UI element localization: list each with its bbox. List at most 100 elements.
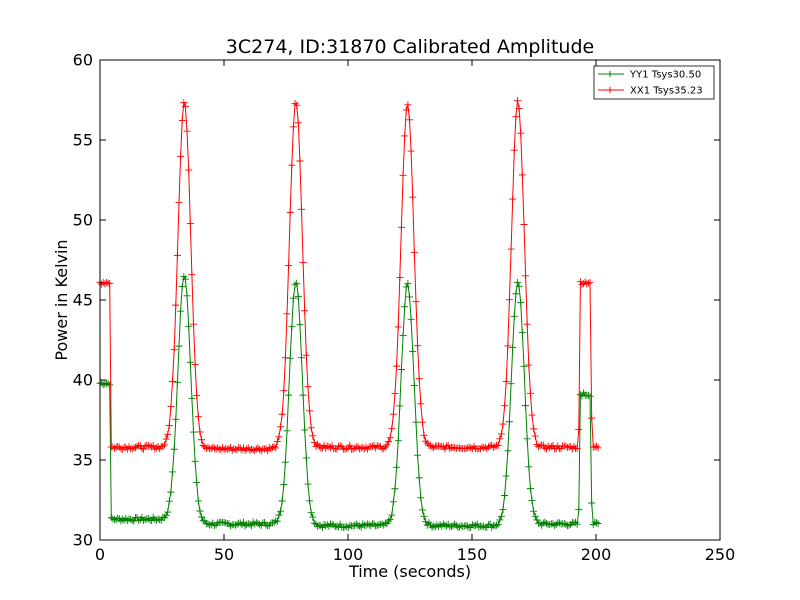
data-point (397, 223, 405, 231)
legend-label-yy1: YY1 Tsys30.50 (629, 70, 701, 81)
data-point (291, 281, 299, 289)
data-point (141, 516, 149, 524)
data-point (399, 171, 407, 179)
data-point (420, 431, 428, 439)
data-point (183, 127, 191, 135)
data-point (277, 423, 285, 431)
data-point (575, 425, 583, 433)
data-point (410, 249, 418, 257)
data-point (531, 432, 539, 440)
data-point (291, 100, 299, 108)
data-point (512, 113, 520, 121)
data-point (256, 520, 264, 528)
data-point (296, 157, 304, 165)
data-point (180, 99, 188, 107)
data-point (275, 511, 283, 519)
data-point (388, 425, 396, 433)
data-point (172, 301, 180, 309)
data-point (588, 414, 596, 422)
data-point (565, 521, 573, 529)
data-point (222, 444, 230, 452)
data-point (207, 445, 215, 453)
data-point (327, 444, 335, 452)
data-point (299, 258, 307, 266)
y-tick-label: 35 (73, 451, 93, 470)
x-tick-label: 250 (705, 545, 736, 564)
data-point (346, 441, 354, 449)
data-point (169, 377, 177, 385)
data-point (407, 315, 415, 323)
data-point (504, 447, 512, 455)
data-point (402, 106, 410, 114)
data-point (254, 444, 262, 452)
data-point (441, 521, 449, 529)
data-point (380, 444, 388, 452)
data-point (357, 444, 365, 452)
data-point (389, 498, 397, 506)
data-point (472, 521, 480, 529)
data-point (336, 442, 344, 450)
data-point (106, 381, 114, 389)
data-point (592, 442, 600, 450)
data-point (306, 407, 314, 415)
data-point (325, 443, 333, 451)
data-point (417, 400, 425, 408)
data-point (328, 442, 336, 450)
data-point (264, 447, 272, 455)
data-point (510, 146, 518, 154)
ticks-layer: 0 50 100 150 200 250 30 35 40 45 50 55 60 (73, 51, 736, 565)
data-point (397, 365, 405, 373)
data-point (251, 447, 259, 455)
data-point (189, 320, 197, 328)
data-point (231, 521, 239, 529)
data-point (199, 442, 207, 450)
data-point (509, 344, 517, 352)
data-point (309, 432, 317, 440)
data-point (523, 435, 531, 443)
data-point (520, 220, 528, 228)
data-point (111, 516, 119, 524)
data-point (273, 517, 281, 525)
data-point (272, 444, 280, 452)
data-point (518, 171, 526, 179)
data-point (301, 307, 309, 315)
data-point (493, 521, 501, 529)
data-point (393, 362, 401, 370)
data-point (530, 425, 538, 433)
data-point (152, 444, 160, 452)
data-point (254, 520, 262, 528)
data-point (307, 424, 315, 432)
y-tick-label: 45 (73, 291, 93, 310)
data-point (584, 279, 592, 287)
data-point (167, 403, 175, 411)
data-point (484, 443, 492, 451)
data-point (555, 519, 563, 527)
data-point (573, 520, 581, 528)
data-point (122, 443, 130, 451)
data-point (515, 105, 523, 113)
data-point (140, 516, 148, 524)
data-point (341, 523, 349, 531)
x-tick-label: 50 (214, 545, 234, 564)
data-point (173, 378, 181, 386)
data-point (522, 272, 530, 280)
data-point (98, 379, 106, 387)
data-point (586, 279, 594, 287)
data-point (236, 519, 244, 527)
data-point (407, 147, 415, 155)
data-point (128, 516, 136, 524)
data-point (396, 402, 404, 410)
data-point (393, 463, 401, 471)
data-point (283, 310, 291, 318)
data-point (298, 354, 305, 362)
data-point (198, 436, 206, 444)
data-point (281, 354, 289, 362)
data-point (178, 117, 186, 125)
data-point (584, 391, 592, 399)
data-point (533, 516, 541, 524)
data-point (306, 497, 314, 505)
data-point (320, 441, 328, 449)
data-point (186, 220, 194, 228)
data-point (475, 523, 483, 531)
data-point (186, 358, 194, 366)
